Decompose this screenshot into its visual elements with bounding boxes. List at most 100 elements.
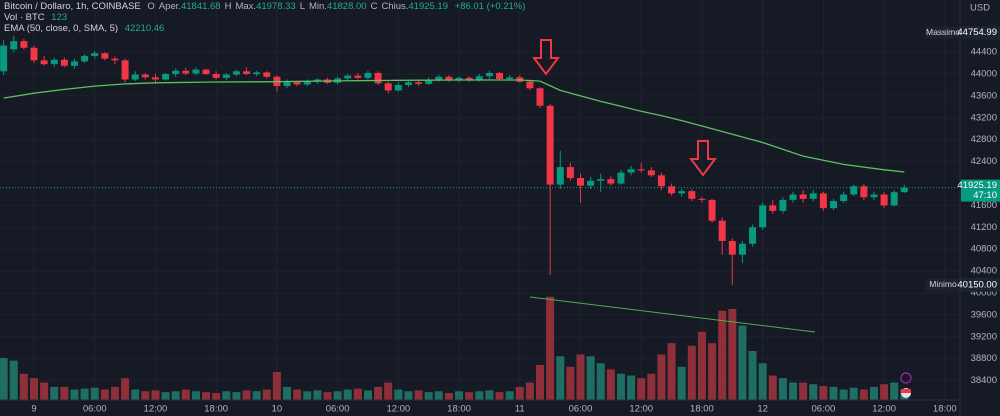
flag-icon (901, 389, 911, 393)
candle-body (840, 194, 848, 202)
candle-body (60, 59, 68, 66)
volume-bar (465, 392, 474, 400)
volume-bar (60, 386, 69, 400)
annotations (529, 39, 912, 398)
volume-bar (799, 382, 808, 400)
x-tick-label: 06:00 (326, 404, 350, 415)
y-tick-label: 40400 (971, 266, 997, 277)
y-tick-label: 40800 (971, 244, 997, 255)
candles (0, 35, 908, 285)
y-tick-label: 41600 (971, 200, 997, 211)
volume-bar (697, 331, 706, 400)
candle-body (728, 241, 736, 255)
y-tick-label: 40000 (971, 288, 997, 299)
x-tick-label: 11 (515, 404, 525, 415)
volume-bar (647, 373, 656, 400)
candle-body (546, 105, 554, 185)
candle-body (50, 59, 58, 65)
candle-body (151, 77, 159, 80)
candle-body (485, 72, 493, 77)
volume-bar (202, 392, 211, 400)
volume-bar (272, 372, 281, 400)
candle-body (202, 69, 210, 75)
price-axis (960, 0, 1000, 416)
candle-body (192, 69, 200, 74)
candle-body (860, 186, 868, 198)
candle-body (809, 193, 817, 199)
extreme-box (961, 277, 1000, 292)
x-tick-label: 12:00 (386, 404, 410, 415)
volume-bar (171, 391, 180, 400)
volume-bar (546, 296, 555, 400)
candle-body (182, 70, 190, 74)
volume-bar (627, 375, 636, 400)
y-tick-label: 38400 (971, 375, 997, 386)
x-tick-label: 12:00 (144, 404, 168, 415)
candle-body (647, 170, 655, 176)
volume-pane (0, 296, 909, 400)
candle-body (253, 72, 261, 75)
candle-body (850, 186, 858, 195)
volume-bar (536, 365, 545, 400)
candle-body (637, 169, 645, 171)
candle-body (293, 82, 301, 85)
candle-body (131, 74, 139, 80)
candle-body (506, 77, 514, 79)
candle-body (597, 179, 605, 181)
y-tick-label: 42400 (971, 156, 997, 167)
y-tick-label: 39200 (971, 331, 997, 342)
volume-bar (748, 351, 757, 400)
volume-bar (212, 393, 221, 400)
axis-labels: 44400 44000 43600 43200 42800 42400 41600 41200… (31, 25, 1000, 415)
volume-bar (374, 386, 383, 400)
candle-body (668, 186, 676, 194)
candle-body (617, 172, 625, 184)
volume-bar (829, 386, 838, 400)
volume-bar (859, 389, 868, 400)
symbol-title: Bitcoin / Dollaro, 1h, COINBASE (4, 1, 141, 12)
volume-bar (728, 309, 737, 400)
x-tick-label: 18:00 (447, 404, 471, 415)
candle-body (364, 72, 372, 78)
volume-bar (394, 389, 403, 400)
candle-body (708, 199, 716, 221)
candle-body (415, 82, 423, 84)
volume-bar (677, 366, 686, 400)
candle-body (70, 61, 78, 66)
overlay (0, 79, 960, 189)
candle-body (162, 74, 170, 80)
volume-bar (232, 392, 241, 400)
candle-body (688, 191, 696, 199)
volume-bar (880, 384, 889, 400)
ohlc-value: 41925.19 (408, 1, 448, 12)
candle-body (141, 74, 149, 78)
candle-body (900, 187, 908, 193)
extreme-name: Minimo (929, 279, 957, 289)
volume-bar (515, 386, 524, 400)
candle-body (404, 82, 412, 85)
candle-body (698, 198, 706, 200)
ohlc-label: Max. (235, 1, 257, 12)
candle-body (566, 167, 574, 179)
candle-body (0, 45, 8, 72)
currency-label: USD (970, 3, 990, 14)
x-tick-label: 12 (757, 404, 768, 415)
candle-body (30, 47, 38, 61)
candle-body (212, 74, 220, 78)
extreme-value: 40150.00 (957, 279, 997, 290)
candle-body (829, 201, 837, 209)
candle-body (779, 199, 787, 211)
candle-body (313, 79, 321, 82)
volume-bar (151, 390, 160, 400)
legend-row: Vol · BTC 123 (4, 12, 525, 23)
candle-body (465, 77, 473, 81)
x-tick-label: 06:00 (83, 404, 107, 415)
volume-bar (789, 382, 798, 400)
volume-bar (768, 375, 777, 400)
volume-bar (384, 382, 393, 400)
candle-body (111, 58, 119, 61)
volume-bar (758, 363, 767, 400)
candle-body (799, 194, 807, 199)
ema-value: 42210.46 (124, 23, 165, 34)
ohlc-letter: L (299, 1, 305, 12)
